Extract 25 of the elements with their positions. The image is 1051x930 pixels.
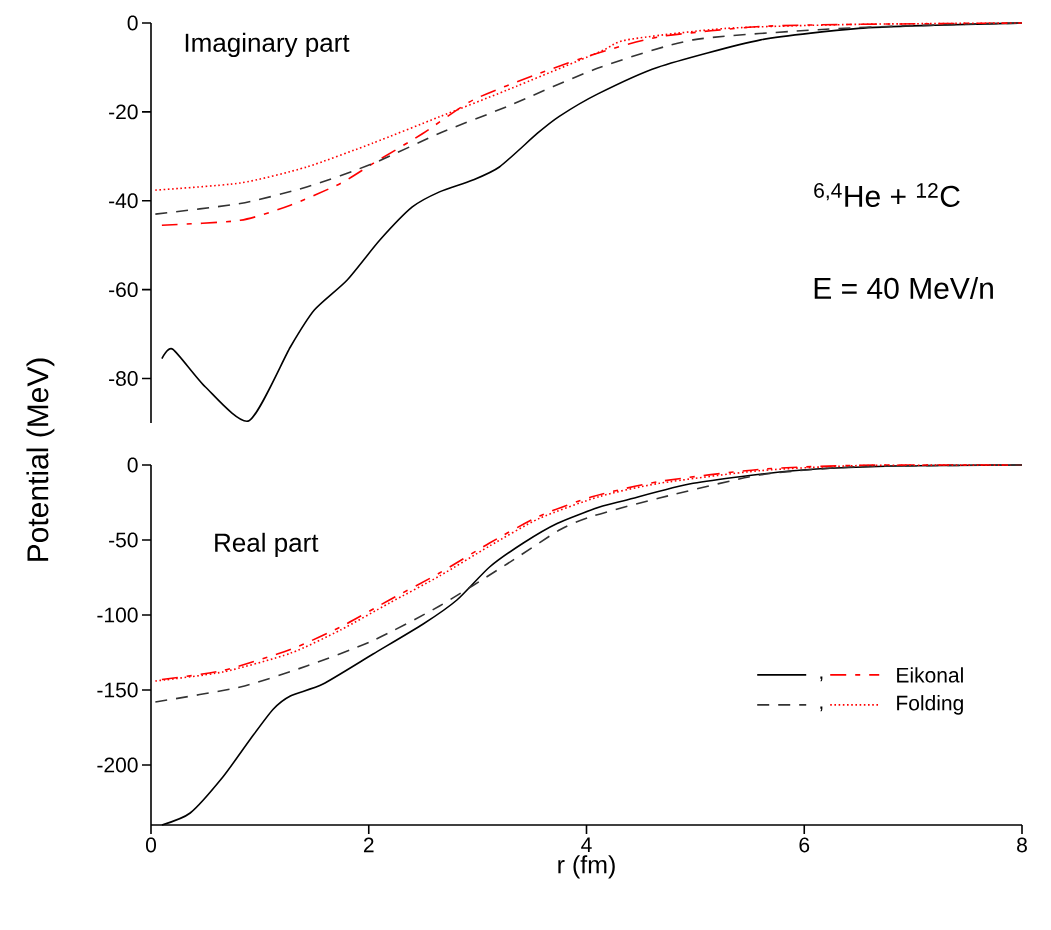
legend-label: , [820, 676, 823, 682]
legend-label: Folding [897, 695, 963, 715]
annotation: Imaginary part [185, 32, 350, 58]
annotation: $^{6,4}$He + $^{12}$C [814, 183, 960, 207]
y-tick-label: -100 [97, 607, 138, 623]
y-tick-label: -50 [109, 532, 138, 548]
x-tick-label: 0 [145, 837, 157, 853]
annotation: E = 40 MeV/n [814, 276, 993, 300]
x-tick-label: 4 [581, 837, 592, 852]
y-tick-label: 0 [127, 15, 138, 31]
annotation: Real part [215, 532, 319, 558]
legend-label: Eikonal [897, 667, 963, 683]
y-axis-title: Potential (MeV) [26, 358, 55, 561]
x-axis-title: r (fm) [558, 855, 615, 879]
y-tick-label: -150 [97, 682, 138, 698]
x-tick-label: 2 [363, 837, 374, 853]
legend-label: , [820, 706, 823, 712]
y-tick-label: -40 [109, 193, 138, 209]
y-tick-label: 0 [127, 457, 138, 473]
y-tick-label: -60 [109, 282, 138, 298]
x-tick-label: 6 [799, 837, 810, 853]
y-tick-label: -20 [109, 104, 138, 120]
y-tick-label: -200 [97, 757, 138, 773]
x-tick-label: 8 [1017, 837, 1027, 853]
y-tick-label: -80 [109, 371, 138, 386]
